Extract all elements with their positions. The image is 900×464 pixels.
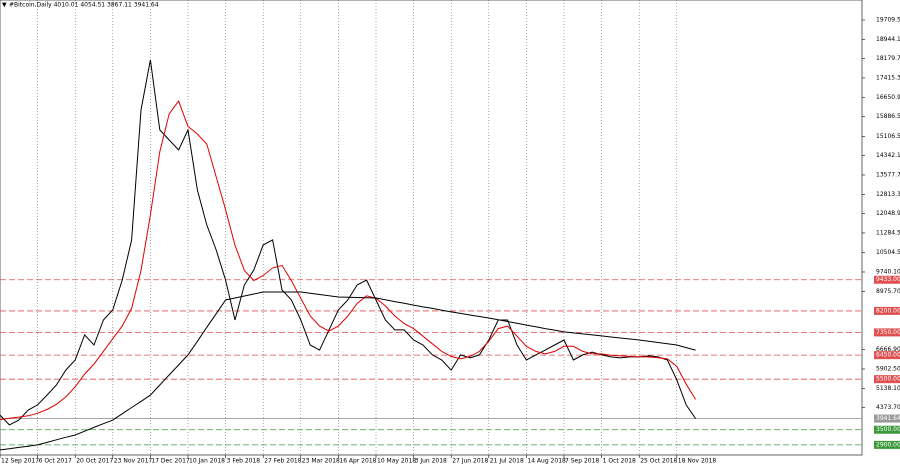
series-line [0, 100, 697, 421]
level-tag [874, 351, 900, 360]
level-label: 3941.64 [876, 415, 900, 422]
y-tick-label: 8975.70 [876, 288, 900, 295]
level-tag [874, 414, 900, 423]
x-tick-label: 16 Apr 2018 [339, 458, 376, 464]
x-tick-label: 3 Jun 2018 [415, 458, 447, 464]
level-label: 3500.00 [876, 426, 900, 433]
level-label: 5500.00 [876, 376, 900, 383]
y-tick-label: 15106.50 [876, 133, 900, 140]
level-tag [874, 375, 900, 384]
x-tick-label: 1 Oct 2018 [603, 458, 636, 464]
x-tick-label: 23 Mar 2018 [302, 458, 340, 464]
y-tick-label: 19709.50 [876, 16, 900, 23]
y-tick-label: 17415.30 [876, 74, 900, 81]
level-tag [874, 306, 900, 315]
y-tick-label: 6666.90 [876, 346, 900, 353]
x-tick-label: 3 Feb 2018 [227, 458, 261, 464]
chart-title: #Bitcoin,Daily 4010.01 4054.51 3867.11 3… [9, 2, 159, 9]
x-tick-label: 6 Oct 2017 [39, 458, 72, 464]
level-tag [874, 275, 900, 284]
plot-frame [0, 0, 863, 456]
y-tick-label: 12048.90 [876, 210, 900, 217]
level-label: 6450.00 [876, 352, 900, 359]
x-tick-label: 14 Aug 2018 [527, 458, 566, 464]
level-label: 8200.00 [876, 307, 900, 314]
y-tick-label: 18944.10 [876, 36, 900, 43]
y-tick-label: 18179.70 [876, 55, 900, 62]
y-tick-label: 5138.10 [876, 385, 900, 392]
level-label: 9433.00 [876, 276, 900, 283]
y-tick-label: 9740.10 [876, 268, 900, 275]
x-tick-label: 20 Oct 2017 [76, 458, 113, 464]
y-tick-label: 15886.50 [876, 113, 900, 120]
x-tick-label: 17 Dec 2017 [151, 458, 190, 464]
series-line [0, 59, 697, 426]
collapse-icon: ▼ [2, 2, 7, 9]
series-line [0, 291, 696, 451]
y-tick-label: 11284.50 [876, 229, 900, 236]
level-tag [874, 425, 900, 434]
x-tick-label: 21 Jul 2018 [490, 458, 524, 464]
x-tick-label: 18 Nov 2018 [678, 458, 717, 464]
y-tick-label: 16650.90 [876, 94, 900, 101]
y-tick-label: 13577.70 [876, 171, 900, 178]
x-tick-label: 27 Feb 2018 [264, 458, 302, 464]
x-tick-label: 27 Jun 2018 [452, 458, 488, 464]
x-tick-label: 7 Sep 2018 [565, 458, 599, 464]
y-tick-label: 4373.70 [876, 404, 900, 411]
x-tick-label: 10 May 2018 [377, 458, 416, 464]
y-tick-label: 14342.10 [876, 152, 900, 159]
level-tag [874, 328, 900, 337]
x-tick-label: 23 Nov 2017 [114, 458, 153, 464]
level-tag [874, 440, 900, 449]
y-tick-label: 10504.50 [876, 249, 900, 256]
x-tick-label: 25 Oct 2018 [640, 458, 677, 464]
y-tick-label: 5902.50 [876, 365, 900, 372]
y-tick-label: 12813.30 [876, 191, 900, 198]
level-label: 2900.00 [876, 441, 900, 448]
x-tick-label: 12 Sep 2017 [1, 458, 39, 464]
x-tick-label: 10 Jan 2018 [189, 458, 225, 464]
level-label: 7350.00 [876, 329, 900, 336]
